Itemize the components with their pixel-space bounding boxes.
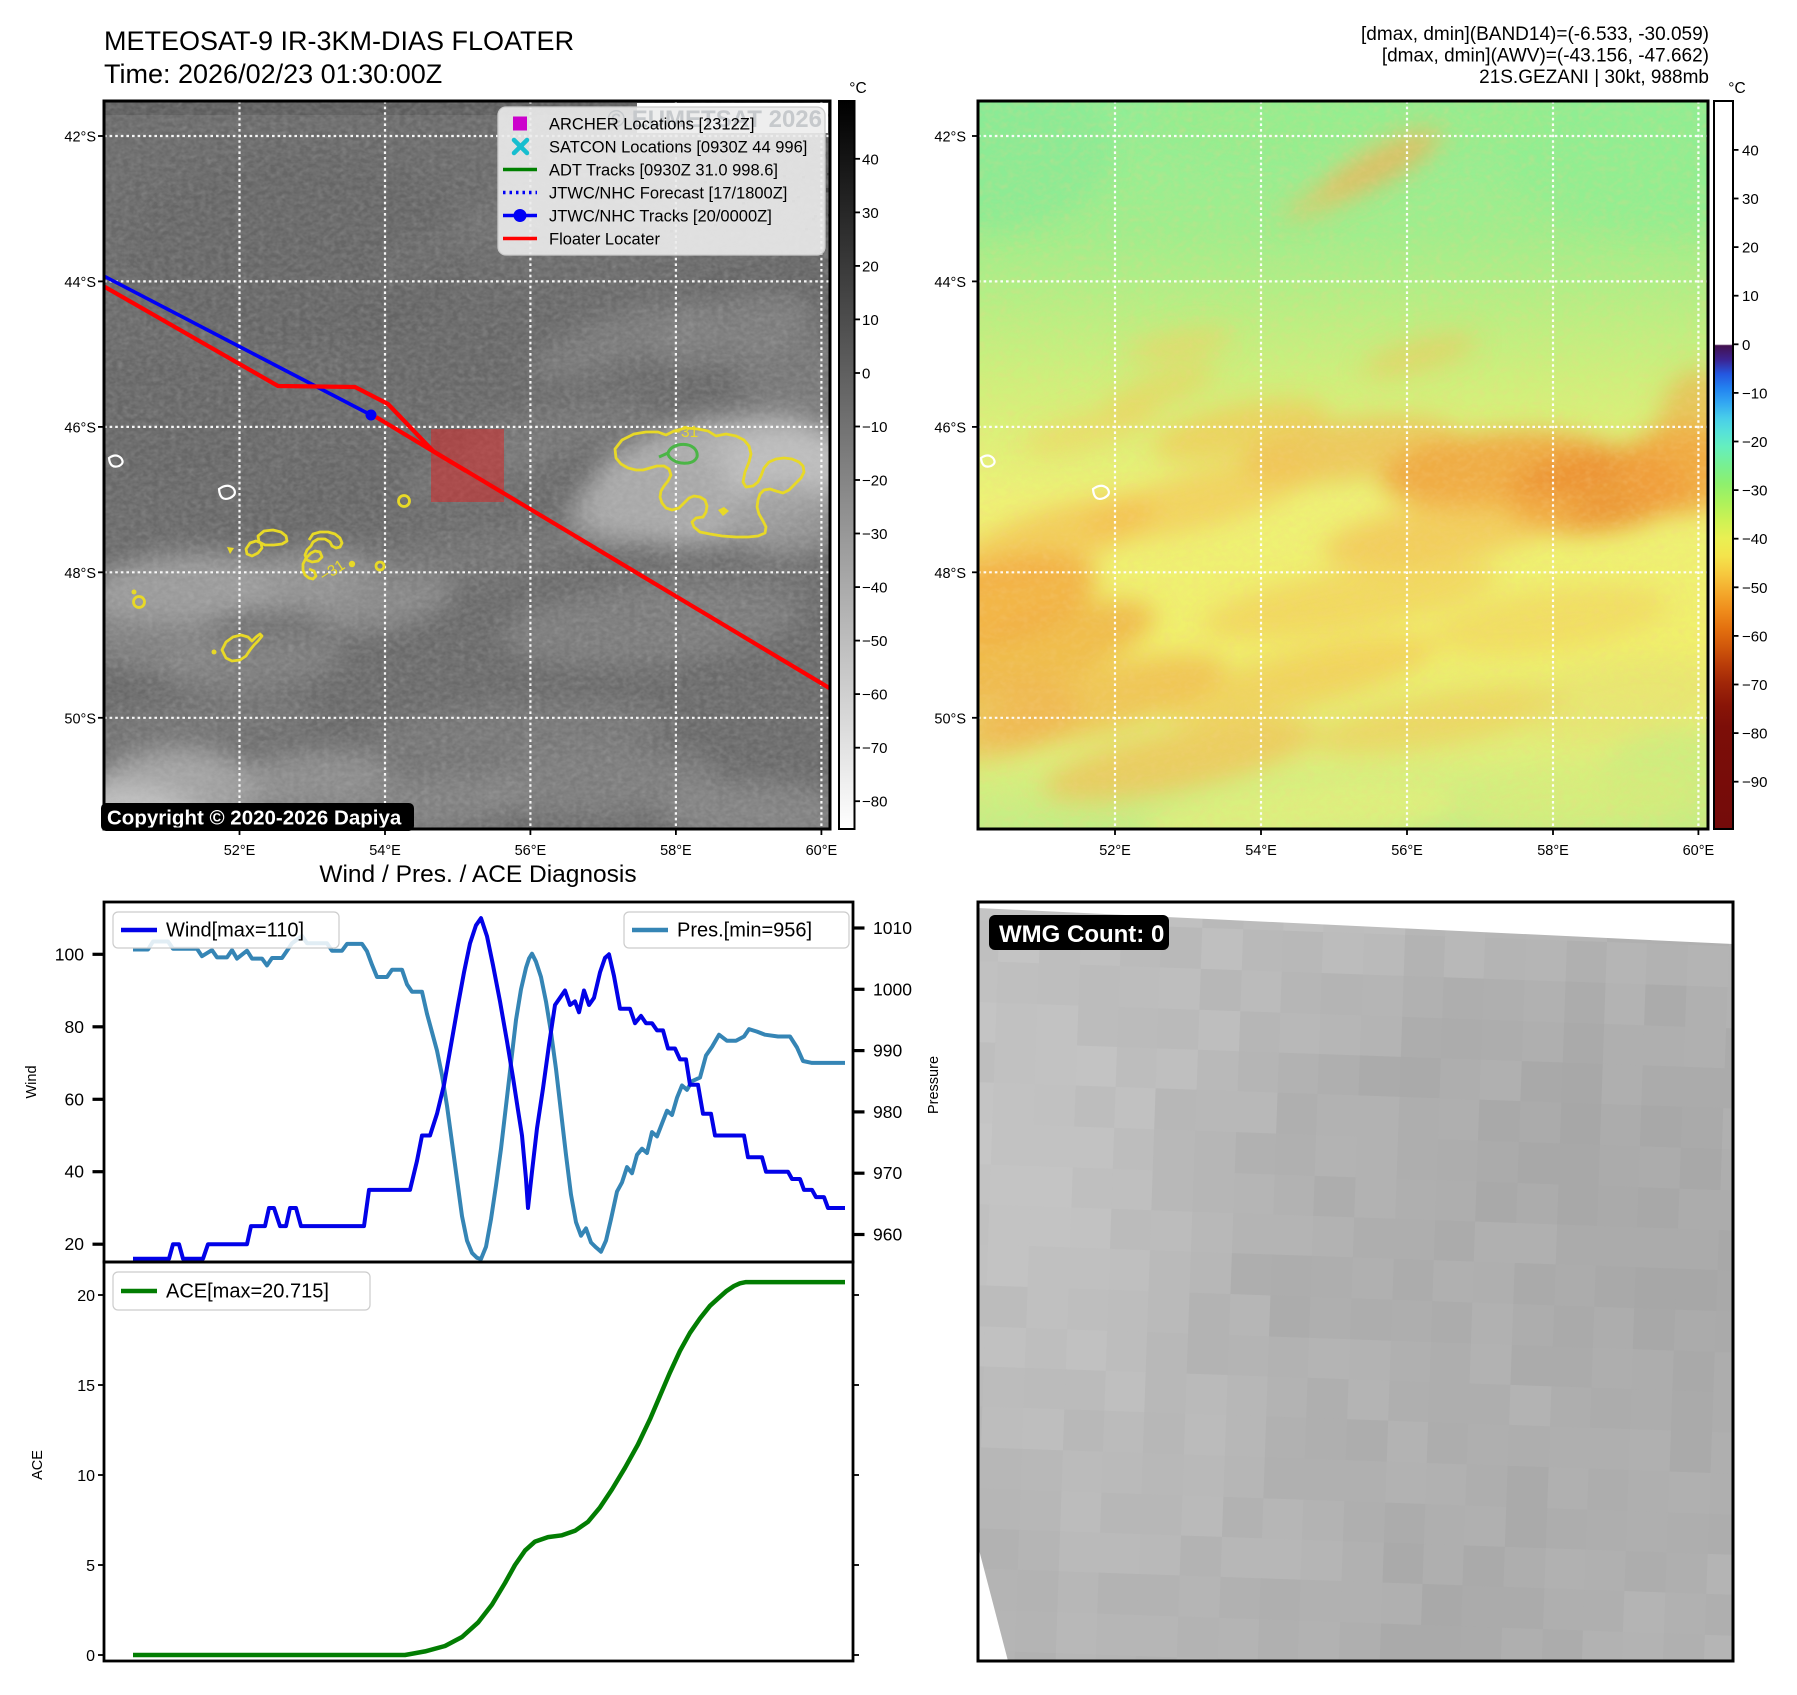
svg-text:10: 10 [1742, 288, 1759, 305]
svg-text:−90: −90 [1742, 774, 1767, 791]
svg-text:Floater Locater: Floater Locater [549, 231, 660, 249]
svg-text:10: 10 [862, 312, 879, 329]
svg-text:°C: °C [849, 80, 866, 97]
svg-text:© EUMETSAT 2026: © EUMETSAT 2026 [607, 106, 822, 133]
svg-text:15: 15 [77, 1378, 95, 1395]
svg-text:48°S: 48°S [64, 566, 96, 582]
svg-text:46°S: 46°S [934, 420, 966, 436]
svg-text:960: 960 [873, 1225, 902, 1245]
svg-text:−10: −10 [1742, 385, 1767, 402]
svg-text:40: 40 [862, 151, 879, 168]
svg-text:52°E: 52°E [224, 843, 256, 859]
svg-text:Pres.[min=956]: Pres.[min=956] [677, 920, 812, 942]
svg-text:56°E: 56°E [1391, 843, 1423, 859]
svg-text:0: 0 [862, 366, 870, 383]
svg-text:5: 5 [86, 1558, 95, 1575]
svg-text:0: 0 [1742, 337, 1750, 354]
svg-text:1010: 1010 [873, 918, 912, 938]
svg-text:21S.GEZANI | 30kt, 988mb: 21S.GEZANI | 30kt, 988mb [1479, 67, 1709, 88]
svg-text:−30: −30 [1742, 483, 1767, 500]
svg-text:−20: −20 [1742, 434, 1767, 451]
svg-text:SATCON Locations [0930Z 44 996: SATCON Locations [0930Z 44 996] [549, 139, 807, 157]
svg-text:−60: −60 [1742, 628, 1767, 645]
svg-text:20: 20 [77, 1288, 95, 1305]
svg-text:58°E: 58°E [660, 843, 692, 859]
svg-text:ARCHER Locations [2312Z]: ARCHER Locations [2312Z] [549, 116, 754, 134]
svg-text:44°S: 44°S [934, 275, 966, 291]
svg-text:46°S: 46°S [64, 420, 96, 436]
svg-text:METEOSAT-9 IR-3KM-DIAS FLOATER: METEOSAT-9 IR-3KM-DIAS FLOATER [104, 26, 574, 56]
svg-text:58°E: 58°E [1537, 843, 1569, 859]
svg-text:Wind / Pres. / ACE Diagnosis: Wind / Pres. / ACE Diagnosis [319, 861, 636, 888]
svg-text:60: 60 [65, 1089, 85, 1109]
svg-text:970: 970 [873, 1163, 902, 1183]
svg-text:Wind: Wind [24, 1065, 40, 1098]
svg-text:60°E: 60°E [806, 843, 838, 859]
svg-text:JTWC/NHC Forecast [17/1800Z]: JTWC/NHC Forecast [17/1800Z] [549, 185, 787, 203]
svg-text:−80: −80 [862, 794, 887, 811]
svg-text:42°S: 42°S [64, 130, 96, 146]
svg-text:ADT Tracks [0930Z 31.0 998.6]: ADT Tracks [0930Z 31.0 998.6] [549, 162, 778, 180]
svg-text:Pressure: Pressure [926, 1056, 942, 1114]
svg-text:−70: −70 [862, 740, 887, 757]
svg-text:990: 990 [873, 1041, 902, 1061]
svg-text:Time: 2026/02/23 01:30:00Z: Time: 2026/02/23 01:30:00Z [104, 59, 442, 89]
svg-text:54°E: 54°E [1245, 843, 1277, 859]
svg-text:−50: −50 [1742, 580, 1767, 597]
svg-text:0: 0 [86, 1648, 95, 1665]
svg-text:60°E: 60°E [1683, 843, 1715, 859]
svg-text:−40: −40 [862, 580, 887, 597]
svg-text:50°S: 50°S [934, 711, 966, 727]
svg-text:WMG Count: 0: WMG Count: 0 [999, 921, 1164, 948]
svg-text:30: 30 [862, 205, 879, 222]
svg-text:980: 980 [873, 1102, 902, 1122]
svg-text:40: 40 [1742, 142, 1759, 159]
svg-text:20: 20 [862, 258, 879, 275]
svg-text:10: 10 [77, 1468, 95, 1485]
svg-text:48°S: 48°S [934, 566, 966, 582]
svg-text:40: 40 [65, 1162, 85, 1182]
svg-text:80: 80 [65, 1017, 85, 1037]
svg-text:Copyright © 2020-2026 Dapiya: Copyright © 2020-2026 Dapiya [107, 807, 402, 830]
svg-text:−31: −31 [672, 424, 698, 441]
svg-text:20: 20 [65, 1234, 85, 1254]
svg-text:52°E: 52°E [1099, 843, 1131, 859]
svg-text:Wind[max=110]: Wind[max=110] [166, 920, 304, 942]
svg-text:[dmax, dmin](AWV)=(-43.156, -4: [dmax, dmin](AWV)=(-43.156, -47.662) [1382, 46, 1709, 67]
svg-text:−70: −70 [1742, 677, 1767, 694]
svg-text:−30: −30 [862, 526, 887, 543]
svg-text:−50: −50 [862, 633, 887, 650]
svg-text:50°S: 50°S [64, 711, 96, 727]
svg-text:−40: −40 [1742, 531, 1767, 548]
svg-text:100: 100 [55, 944, 84, 964]
svg-text:44°S: 44°S [64, 275, 96, 291]
svg-text:1000: 1000 [873, 979, 912, 999]
svg-text:°C: °C [1728, 80, 1745, 97]
svg-text:30: 30 [1742, 191, 1759, 208]
svg-text:−60: −60 [862, 687, 887, 704]
svg-text:ACE: ACE [30, 1450, 46, 1480]
svg-text:JTWC/NHC Tracks [20/0000Z]: JTWC/NHC Tracks [20/0000Z] [549, 208, 772, 226]
svg-text:54°E: 54°E [369, 843, 401, 859]
svg-text:20: 20 [1742, 240, 1759, 257]
svg-text:56°E: 56°E [515, 843, 547, 859]
svg-text:[dmax, dmin](BAND14)=(-6.533,: [dmax, dmin](BAND14)=(-6.533, -30.059) [1361, 24, 1709, 45]
svg-text:−10: −10 [862, 419, 887, 436]
svg-text:−20: −20 [862, 473, 887, 490]
svg-text:−80: −80 [1742, 726, 1767, 743]
svg-text:42°S: 42°S [934, 130, 966, 146]
svg-text:ACE[max=20.715]: ACE[max=20.715] [166, 1281, 329, 1303]
